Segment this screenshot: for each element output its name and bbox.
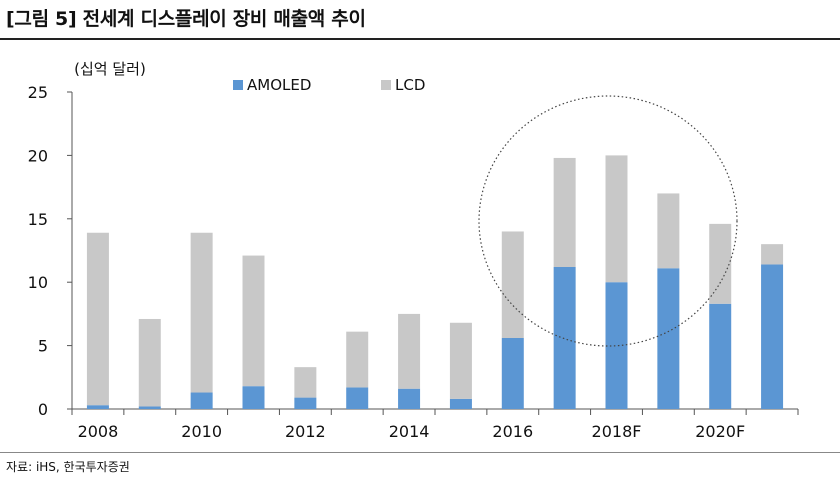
bar-lcd-2016: [501, 231, 524, 338]
footer-rule: [0, 452, 840, 453]
bar-amoled-2014: [398, 388, 421, 409]
x-tick-label: 2010: [181, 422, 222, 441]
y-tick-label: 5: [38, 337, 48, 356]
bar-amoled-2013: [346, 387, 369, 409]
bar-lcd-2017: [553, 157, 576, 267]
x-tick-label: 2020F: [695, 422, 745, 441]
bar-amoled-2009: [138, 406, 161, 409]
bar-amoled-2021f: [761, 264, 784, 409]
y-tick-label: 0: [38, 400, 48, 419]
y-tick-label: 15: [28, 210, 48, 229]
bar-lcd-2020f: [709, 223, 732, 304]
y-tick-label: 25: [28, 83, 48, 102]
bar-lcd-2008: [86, 232, 109, 406]
y-unit-label: (십억 달러): [74, 60, 146, 78]
bar-lcd-2021f: [761, 244, 784, 265]
bar-amoled-2010: [190, 392, 213, 409]
x-tick-label: 2016: [492, 422, 533, 441]
bar-amoled-2015: [449, 398, 472, 409]
bar-amoled-2019f: [657, 268, 680, 409]
legend-label-lcd: LCD: [395, 76, 425, 94]
x-tick-label: 2014: [389, 422, 430, 441]
bar-amoled-2020f: [709, 303, 732, 409]
legend-label-amoled: AMOLED: [247, 76, 311, 94]
x-tick-label: 2018F: [592, 422, 642, 441]
bar-amoled-2017: [553, 266, 576, 409]
title-underline: [0, 38, 840, 40]
highlight-circle: [478, 95, 738, 347]
bar-lcd-2010: [190, 232, 213, 393]
y-tick-label: 10: [28, 273, 48, 292]
bar-amoled-2012: [294, 397, 317, 409]
x-tick-label: 2008: [78, 422, 119, 441]
chart-legend: AMOLED LCD: [233, 76, 425, 94]
bar-amoled-2018f: [605, 282, 628, 409]
legend-swatch-amoled: [233, 80, 243, 90]
chart-annotation: [478, 95, 738, 347]
bar-lcd-2012: [294, 367, 317, 398]
y-tick-label: 20: [28, 146, 48, 165]
bar-lcd-2019f: [657, 193, 680, 269]
figure-title: [그림 5] 전세계 디스플레이 장비 매출액 추이: [6, 8, 366, 30]
bar-chart: 0 5 10 15 20 25 (십억 달러) 2008 2010 2012 2014 2016 201…: [28, 60, 799, 441]
bar-lcd-2018f: [605, 155, 628, 283]
bar-lcd-2009: [138, 318, 161, 407]
source-note: 자료: iHS, 한국투자증권: [6, 460, 130, 474]
bar-lcd-2015: [449, 322, 472, 399]
bar-lcd-2013: [346, 331, 369, 388]
bar-lcd-2011: [242, 255, 265, 387]
legend-swatch-lcd: [381, 80, 391, 90]
bar-amoled-2011: [242, 386, 265, 409]
bar-amoled-2008: [86, 405, 109, 409]
bar-amoled-2016: [501, 337, 524, 409]
x-tick-label: 2012: [285, 422, 326, 441]
chart-bars: [86, 155, 784, 409]
bar-lcd-2014: [398, 313, 421, 389]
